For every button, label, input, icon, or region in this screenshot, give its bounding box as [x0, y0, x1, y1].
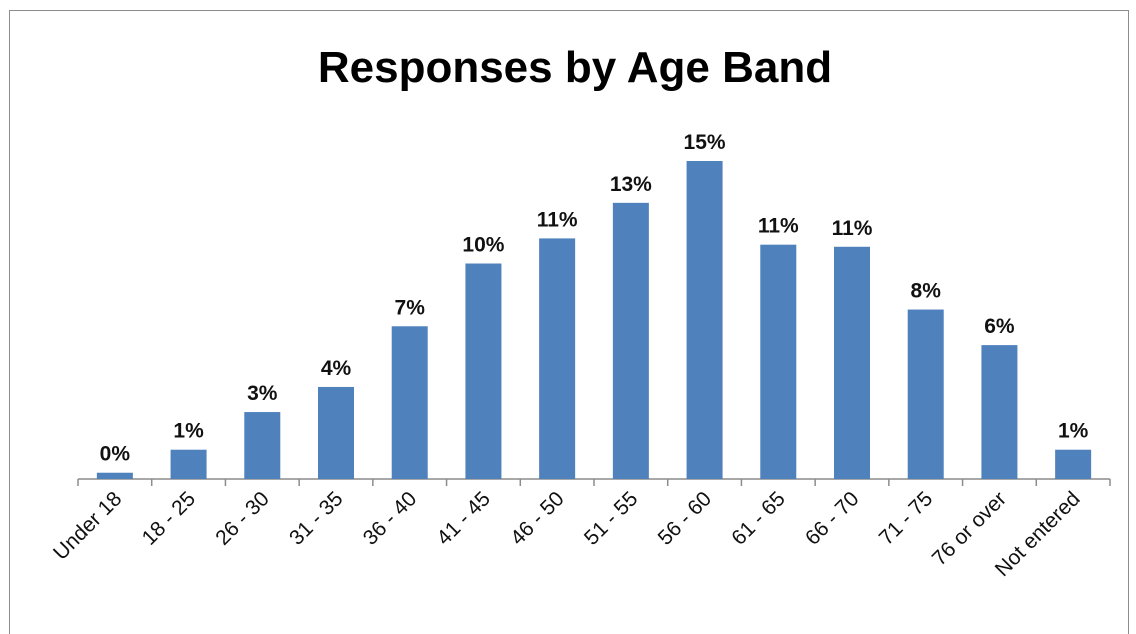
data-label: 6%	[984, 315, 1015, 338]
bar	[318, 386, 354, 479]
data-label: 1%	[173, 420, 204, 443]
bar	[391, 326, 428, 479]
x-tick-label: 66 - 70	[801, 487, 864, 550]
x-tick-label: 36 - 40	[359, 487, 422, 550]
x-axis-ticks	[77, 479, 1111, 486]
bar	[170, 449, 207, 479]
x-tick-label: 61 - 65	[727, 487, 790, 550]
x-tick-label: 51 - 55	[580, 487, 643, 550]
x-tick-label: 18 - 25	[138, 487, 201, 550]
x-tick-labels: Under 18 18 - 25 26 - 30 31 - 35 36 - 40 41 -…	[49, 487, 1085, 581]
x-tick-label: 71 - 75	[875, 487, 938, 550]
data-labels: 0% 1% 3% 4% 7% 10% 11% 13% 15% 11% 11% 8% 6% 1%	[100, 131, 1089, 466]
chart-title: Responses by Age Band	[318, 43, 832, 92]
data-label: 13%	[610, 173, 652, 196]
data-label: 0%	[100, 443, 131, 466]
bar	[981, 345, 1018, 479]
bars	[96, 161, 1092, 479]
bar	[907, 309, 944, 479]
bar	[96, 472, 133, 479]
x-tick-label: Under 18	[49, 487, 126, 564]
bar	[244, 412, 281, 479]
bar	[834, 246, 870, 479]
data-label: 7%	[395, 296, 426, 319]
x-tick-label: 56 - 60	[654, 487, 717, 550]
data-label: 8%	[911, 280, 942, 303]
data-label: 11%	[832, 217, 873, 240]
data-label: 1%	[1058, 420, 1089, 443]
bar	[612, 202, 649, 479]
data-label: 11%	[537, 208, 578, 231]
x-tick-label: 41 - 45	[432, 487, 495, 550]
bar	[539, 238, 576, 479]
data-label: 15%	[684, 131, 726, 154]
x-tick-label: 46 - 50	[506, 487, 569, 550]
bar	[1055, 449, 1092, 479]
x-tick-label: 31 - 35	[285, 487, 348, 550]
data-label: 4%	[321, 357, 352, 380]
data-label: 3%	[247, 382, 278, 405]
bar	[686, 161, 723, 479]
x-tick-label: 26 - 30	[211, 487, 274, 550]
data-label: 11%	[758, 215, 799, 238]
bar	[465, 263, 502, 479]
bar	[760, 244, 797, 479]
data-label: 10%	[462, 234, 504, 257]
